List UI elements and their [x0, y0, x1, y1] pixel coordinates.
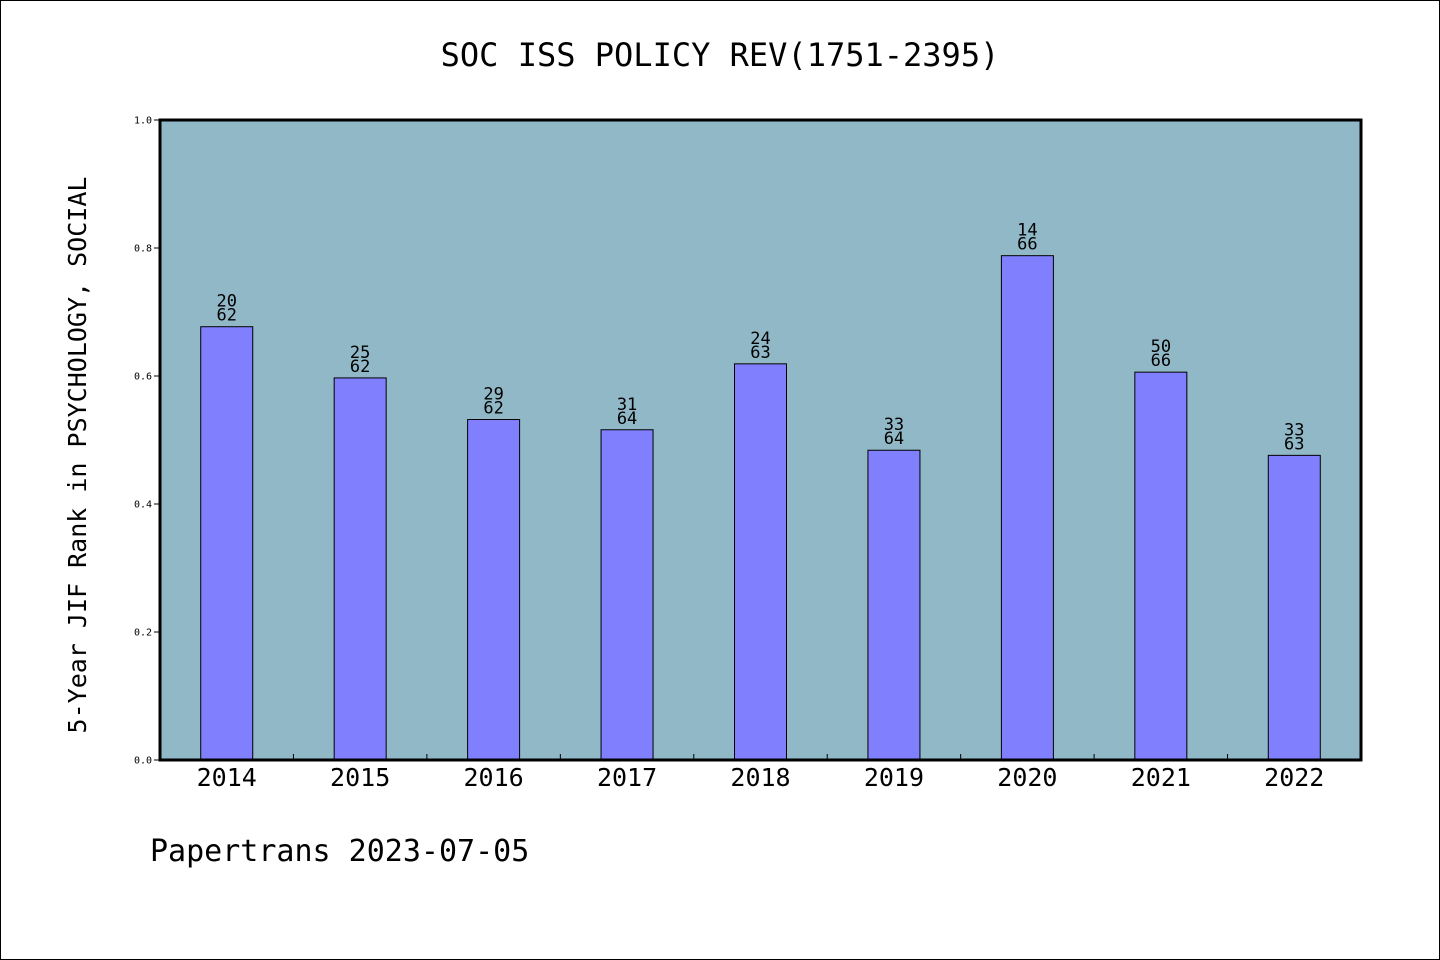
bar-label-rank: 33 [884, 415, 904, 435]
bar-label-rank: 14 [1017, 221, 1037, 241]
x-tick-label: 2017 [597, 763, 657, 792]
x-tick-label: 2015 [330, 763, 390, 792]
x-tick-label: 2021 [1131, 763, 1191, 792]
y-tick-label: 0.0 [134, 756, 152, 767]
bar-2019 [867, 449, 921, 761]
footer-credit: Papertrans 2023-07-05 [150, 834, 530, 869]
y-tick-label: 0.2 [134, 628, 152, 639]
bar-2020 [1000, 255, 1054, 761]
plot-border [158, 118, 1363, 762]
bar-2022 [1267, 454, 1321, 761]
bar-2016 [467, 419, 521, 761]
x-tick-label: 2019 [864, 763, 924, 792]
bar-2021 [1134, 371, 1188, 761]
x-tick-label: 2020 [997, 763, 1057, 792]
y-axis-label: 5-Year JIF Rank in PSYCHOLOGY, SOCIAL [63, 177, 92, 734]
chart-title: SOC ISS POLICY REV(1751-2395) [441, 36, 1000, 74]
y-tick-label: 0.6 [134, 372, 152, 383]
y-tick-label: 0.4 [134, 500, 152, 511]
bar-2015 [333, 377, 387, 761]
y-axis: 0.0 0.2 0.4 0.6 0.8 1.0 [134, 116, 160, 767]
x-tick-label: 2014 [197, 763, 257, 792]
bar-label-rank: 31 [617, 395, 637, 415]
bar-label-rank: 29 [483, 385, 503, 405]
x-tick-label: 2016 [464, 763, 524, 792]
bar-label-total: 63 [1284, 434, 1304, 454]
x-axis: 2014 2015 2016 2017 2018 2019 2020 2021 2022 [197, 754, 1324, 792]
bar-label-total: 62 [216, 306, 236, 326]
x-tick-label: 2022 [1264, 763, 1324, 792]
y-tick-label: 0.8 [134, 244, 152, 255]
bar-2017 [600, 429, 654, 761]
bar-2018 [734, 363, 787, 761]
bar-label-rank: 50 [1151, 337, 1171, 357]
bar-label-total: 66 [1151, 351, 1171, 371]
x-tick-label: 2018 [730, 763, 790, 792]
bar-label-rank: 20 [216, 292, 236, 312]
y-tick-label: 1.0 [134, 116, 152, 127]
bar-label-rank: 24 [750, 329, 770, 349]
bar-label-total: 64 [884, 429, 904, 449]
bar-label-rank: 33 [1284, 420, 1304, 440]
bar-label-rank: 25 [350, 343, 370, 363]
bar-label-total: 62 [350, 357, 370, 377]
bar-label-total: 64 [617, 409, 637, 429]
bar-label-total: 62 [483, 399, 503, 419]
bar-2014 [200, 326, 254, 761]
bar-label-total: 66 [1017, 235, 1037, 255]
bar-label-total: 63 [750, 343, 770, 363]
